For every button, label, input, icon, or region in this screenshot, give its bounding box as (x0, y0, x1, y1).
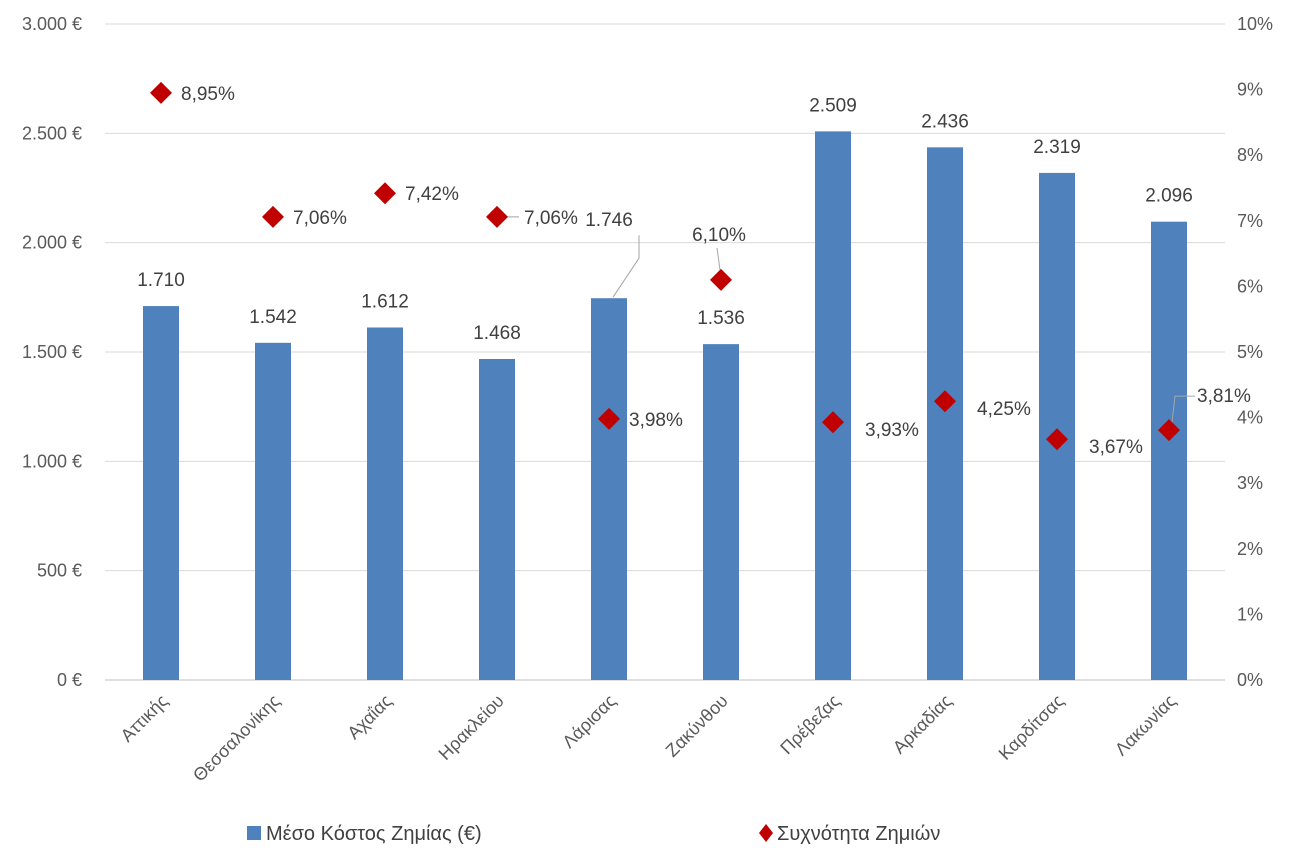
frequency-value-label: 7,42% (405, 184, 459, 205)
frequency-marker (150, 81, 172, 104)
right-tick-label: 9% (1237, 80, 1263, 100)
legend-swatch-diamond (759, 824, 773, 842)
frequency-value-label: 7,06% (293, 208, 347, 229)
category-label: Αχαΐας (343, 690, 396, 743)
bar-value-label: 2.436 (921, 111, 969, 132)
frequency-marker (1046, 428, 1068, 451)
frequency-value-label: 3,67% (1089, 437, 1143, 458)
frequency-marker (486, 205, 508, 228)
category-label: Καρδίτσας (995, 690, 1068, 763)
category-label: Αρκαδίας (889, 690, 956, 757)
left-tick-label: 0 € (57, 670, 82, 690)
gridlines (105, 23, 1225, 681)
bar (591, 298, 627, 680)
right-tick-label: 3% (1237, 473, 1263, 493)
frequency-data-labels: 8,95% 7,06% 7,42% 7,06% 3,98% 6,10% 3,93% 4,25%… (181, 84, 1251, 458)
bar (143, 306, 179, 680)
category-label: Αττικής (117, 690, 172, 745)
bar-value-label: 1.746 (585, 210, 633, 231)
leader-line (1171, 395, 1195, 423)
category-label: Πρέβεζας (776, 690, 844, 758)
bar-value-label: 1.536 (697, 308, 745, 329)
frequency-marker (262, 205, 284, 228)
leader-lines (506, 216, 1195, 423)
left-tick-label: 2.500 € (22, 123, 82, 143)
bar-value-label: 1.612 (361, 292, 409, 313)
left-tick-label: 1.500 € (22, 342, 82, 362)
category-label: Λακωνίας (1111, 690, 1180, 759)
right-tick-label: 5% (1237, 342, 1263, 362)
bar-value-label: 1.542 (249, 307, 297, 328)
left-tick-label: 1.000 € (22, 451, 82, 471)
frequency-marker (598, 407, 620, 430)
frequency-value-label: 6,10% (692, 225, 746, 246)
frequency-value-label: 3,93% (865, 420, 919, 441)
bar-value-label: 1.710 (137, 270, 185, 291)
bar-series (143, 131, 1187, 681)
right-tick-label: 0% (1237, 670, 1263, 690)
bar (815, 131, 851, 680)
left-axis: 0 € 500 € 1.000 € 1.500 € 2.000 € 2.500 € 3.00… (22, 14, 82, 690)
frequency-value-label: 4,25% (977, 399, 1031, 420)
category-label: Θεσσαλονίκης (189, 690, 284, 785)
legend-swatch-bar (247, 826, 261, 840)
frequency-marker (822, 411, 844, 434)
frequency-series (150, 81, 1180, 451)
bar-value-label: 2.509 (809, 95, 857, 116)
right-tick-label: 10% (1237, 14, 1273, 34)
category-axis: Αττικής Θεσσαλονίκης Αχαΐας Ηρακλείου Λάρισα… (117, 690, 1180, 785)
bar (927, 147, 963, 680)
frequency-marker (934, 390, 956, 413)
bar (1151, 221, 1187, 680)
leader-line (612, 235, 640, 298)
legend-label-diamond: Συχνότητα Ζημιών (777, 823, 940, 845)
right-tick-label: 2% (1237, 539, 1263, 559)
right-tick-label: 7% (1237, 211, 1263, 231)
bar-value-label: 1.468 (473, 323, 521, 344)
bar (703, 344, 739, 680)
frequency-marker (374, 182, 396, 205)
bar (479, 358, 515, 680)
leader-line (716, 247, 721, 270)
frequency-value-label: 3,98% (629, 410, 683, 431)
legend: Μέσο Κόστος Ζημίας (€) Συχνότητα Ζημιών (247, 823, 940, 845)
frequency-marker (1158, 419, 1180, 442)
bar (255, 342, 291, 680)
left-tick-label: 3.000 € (22, 14, 82, 34)
frequency-marker (710, 268, 732, 291)
frequency-value-label: 7,06% (524, 208, 578, 229)
left-tick-label: 2.000 € (22, 233, 82, 253)
category-label: Ζακύνθου (662, 691, 732, 761)
bar (367, 327, 403, 680)
right-tick-label: 8% (1237, 145, 1263, 165)
right-axis: 0% 1% 2% 3% 4% 5% 6% 7% 8% 9% 10% (1237, 14, 1273, 690)
legend-label-bar: Μέσο Κόστος Ζημίας (€) (266, 823, 482, 845)
category-label: Ηρακλείου (435, 691, 508, 764)
right-tick-label: 1% (1237, 604, 1263, 624)
bar-value-label: 2.096 (1145, 186, 1193, 207)
frequency-value-label: 3,81% (1197, 386, 1251, 407)
category-label: Λάρισας (558, 690, 620, 752)
frequency-value-label: 8,95% (181, 84, 235, 105)
right-tick-label: 4% (1237, 408, 1263, 428)
bar-value-label: 2.319 (1033, 137, 1081, 158)
left-tick-label: 500 € (37, 561, 82, 581)
right-tick-label: 6% (1237, 276, 1263, 296)
bar (1039, 172, 1075, 681)
bar-data-labels: 1.710 1.542 1.612 1.468 1.746 1.536 2.509 2.436… (137, 95, 1193, 344)
